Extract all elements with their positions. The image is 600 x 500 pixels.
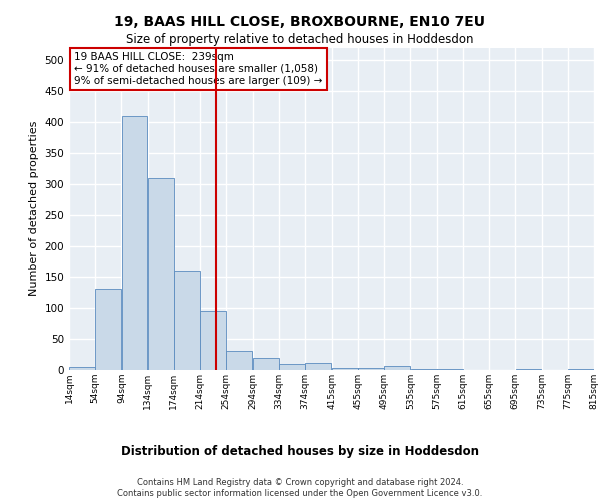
Bar <box>200 311 226 370</box>
Bar <box>358 368 384 370</box>
Bar <box>226 352 253 370</box>
Bar <box>410 369 437 370</box>
Bar <box>253 358 278 370</box>
Text: Size of property relative to detached houses in Hoddesdon: Size of property relative to detached ho… <box>126 32 474 46</box>
Text: 19 BAAS HILL CLOSE:  239sqm
← 91% of detached houses are smaller (1,058)
9% of s: 19 BAAS HILL CLOSE: 239sqm ← 91% of deta… <box>74 52 323 86</box>
Bar <box>332 368 358 370</box>
Text: 19, BAAS HILL CLOSE, BROXBOURNE, EN10 7EU: 19, BAAS HILL CLOSE, BROXBOURNE, EN10 7E… <box>115 15 485 29</box>
Text: Contains HM Land Registry data © Crown copyright and database right 2024.
Contai: Contains HM Land Registry data © Crown c… <box>118 478 482 498</box>
Bar <box>69 367 95 370</box>
Bar <box>174 271 200 370</box>
Text: Distribution of detached houses by size in Hoddesdon: Distribution of detached houses by size … <box>121 444 479 458</box>
Y-axis label: Number of detached properties: Number of detached properties <box>29 121 39 296</box>
Bar <box>279 364 305 370</box>
Bar <box>568 369 594 370</box>
Bar <box>95 290 121 370</box>
Bar <box>148 178 174 370</box>
Bar <box>385 366 410 370</box>
Bar <box>122 116 148 370</box>
Bar <box>305 362 331 370</box>
